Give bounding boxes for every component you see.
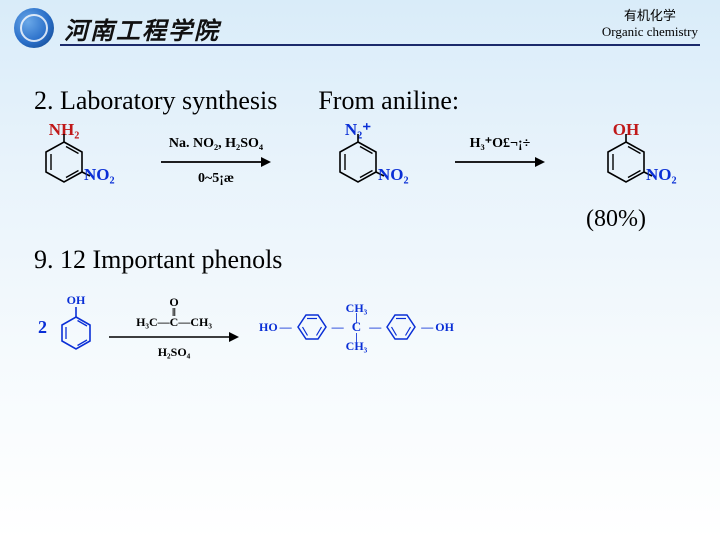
molecule-meta-nitroaniline: NH₂ NO₂ bbox=[42, 140, 86, 184]
reaction-arrow-3: O ‖ H₃C—C—CH₃ H₂SO₄ bbox=[109, 295, 239, 360]
bp-center-carbon: CH₃ | C | CH₃ bbox=[346, 302, 368, 353]
group-no2-2: NO₂ bbox=[378, 165, 409, 185]
reaction-arrow-2: H₃⁺O£¬¡÷ bbox=[455, 136, 545, 188]
molecule-diazonium: N₂⁺ NO₂ bbox=[336, 140, 380, 184]
group-no2-1: NO₂ bbox=[84, 165, 115, 185]
molecule-bisphenol-a: HO — — CH₃ | C | CH₃ — bbox=[259, 302, 454, 353]
bp-ring-right bbox=[383, 309, 419, 345]
section2-heading: 9. 12 Important phenols bbox=[34, 245, 686, 275]
course-title-block: 有机化学 Organic chemistry bbox=[602, 8, 698, 39]
section1-number: 2. bbox=[34, 86, 54, 115]
section1-title-a: Laboratory synthesis bbox=[60, 86, 277, 115]
course-en: Organic chemistry bbox=[602, 24, 698, 40]
molecule-phenol: OH bbox=[59, 297, 93, 357]
reaction-scheme-2: 2 OH O ‖ H₃C—C—CH₃ H₂SO₄ HO bbox=[34, 295, 686, 360]
yield-text: (80%) bbox=[34, 206, 646, 233]
section2-title: Important phenols bbox=[93, 245, 283, 274]
section2-number: 9. 12 bbox=[34, 245, 86, 274]
arrow2-reagents: H₃⁺O£¬¡÷ bbox=[470, 136, 531, 153]
course-cn: 有机化学 bbox=[602, 8, 698, 24]
group-no2-3: NO₂ bbox=[646, 165, 677, 185]
phenol-oh-label: OH bbox=[67, 293, 86, 308]
header-rule bbox=[60, 44, 700, 46]
bp-ho: HO bbox=[259, 320, 278, 335]
section1-title-b: From aniline: bbox=[318, 86, 459, 115]
university-logo bbox=[14, 8, 54, 48]
bp-ring-left bbox=[294, 309, 330, 345]
university-name: 河南工程学院 bbox=[64, 11, 220, 46]
reaction-scheme-1: NH₂ NO₂ Na. NO₂, H₂SO₄ 0~5¡æ bbox=[34, 136, 686, 188]
reaction-arrow-1: Na. NO₂, H₂SO₄ 0~5¡æ bbox=[161, 136, 271, 188]
section1-heading: 2. Laboratory synthesis From aniline: bbox=[34, 86, 686, 116]
coefficient-2: 2 bbox=[38, 317, 47, 338]
bp-oh: OH bbox=[435, 320, 454, 335]
arrow3-reagents: H₃C—C—CH₃ bbox=[136, 315, 212, 329]
arrow3-conditions: H₂SO₄ bbox=[158, 345, 191, 359]
arrow1-conditions: 0~5¡æ bbox=[198, 171, 234, 188]
bp-ch3-bot: CH₃ bbox=[346, 340, 368, 353]
arrow1-reagents: Na. NO₂, H₂SO₄ bbox=[169, 136, 263, 153]
molecule-meta-nitrophenol: OH NO₂ bbox=[604, 140, 648, 184]
